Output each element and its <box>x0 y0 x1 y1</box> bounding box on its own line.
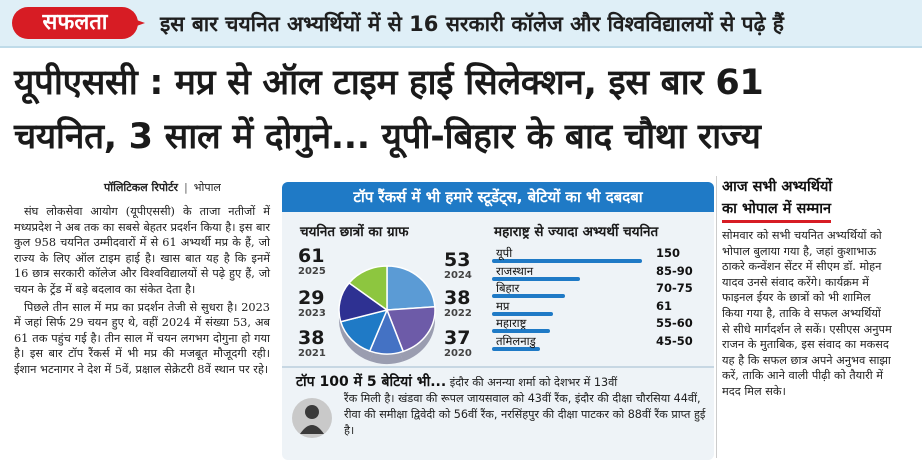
infographic: टॉप रैंकर्स में भी हमारे स्टूडेंट्स, बेट… <box>282 182 714 460</box>
stat-year: 2025 <box>298 266 326 277</box>
daughters-lead: टॉप 100 में 5 बेटियां भी... <box>296 374 447 390</box>
badge-arrow-icon <box>131 18 145 28</box>
state-name: राजस्थान <box>496 263 534 278</box>
state-bar <box>492 346 540 351</box>
byline-separator: | <box>183 181 188 194</box>
reporter: पॉलिटिकल रिपोर्टर <box>104 181 179 194</box>
pie-slice-2025 <box>386 265 436 311</box>
state-bar <box>492 329 550 334</box>
state-name: महाराष्ट्र <box>496 316 527 331</box>
dateline-city: भोपाल <box>193 181 221 194</box>
selection-pie-chart <box>338 265 436 364</box>
state-value: 70-75 <box>656 281 693 296</box>
stat-year: 2020 <box>444 348 472 359</box>
stat-2020: 37 2020 <box>444 328 472 360</box>
stat-2025: 61 2025 <box>298 246 326 278</box>
state-bar <box>492 294 565 299</box>
daughters-text: टॉप 100 में 5 बेटियां भी... इंदौर की अनन… <box>296 374 706 439</box>
headline-line-1: यूपीएससी : मप्र से ऑल टाइम हाई सिलेक्शन,… <box>14 63 764 103</box>
stat-value: 61 <box>298 245 325 267</box>
pie-slice-2020 <box>348 265 388 312</box>
state-bar <box>492 276 580 281</box>
right-headline-line-2: का भोपाल में सम्मान <box>722 198 832 223</box>
stat-year: 2022 <box>444 308 472 319</box>
stat-value: 29 <box>298 287 325 309</box>
woman-icon <box>292 398 332 438</box>
right-headline-line-1: आज सभी अभ्यर्थियों <box>722 179 833 195</box>
infographic-header: टॉप रैंकर्स में भी हमारे स्टूडेंट्स, बेट… <box>282 182 714 212</box>
stat-year: 2024 <box>444 270 472 281</box>
byline: पॉलिटिकल रिपोर्टर | भोपाल <box>104 180 221 195</box>
right-headline: आज सभी अभ्यर्थियों का भोपाल में सम्मान <box>722 176 902 223</box>
stat-2024: 53 2024 <box>444 250 472 282</box>
graph-title: चयनित छात्रों का ग्राफ <box>300 224 409 240</box>
state-value: 85-90 <box>656 263 693 278</box>
headline: यूपीएससी : मप्र से ऑल टाइम हाई सिलेक्शन,… <box>14 56 914 164</box>
right-article-text: सोमवार को सभी चयनित अभ्यर्थियों को भोपाल… <box>722 229 892 398</box>
stat-year: 2023 <box>298 308 326 319</box>
stat-value: 38 <box>444 287 471 309</box>
stat-value: 38 <box>298 327 325 349</box>
state-row: मप्र 61 <box>492 299 708 317</box>
state-value: 55-60 <box>656 316 693 331</box>
strip-text: इस बार चयनित अभ्यर्थियों में से 16 सरकार… <box>160 12 784 36</box>
state-row: यूपी 150 <box>492 246 708 264</box>
states-chart-title: महाराष्ट्र से ज्यादा अभ्यर्थी चयनित <box>494 224 659 240</box>
state-row: तमिलनाडु 45-50 <box>492 334 708 352</box>
state-name: यूपी <box>496 246 513 260</box>
state-value: 61 <box>656 298 673 313</box>
top-strip: सफलता इस बार चयनित अभ्यर्थियों में से 16… <box>0 0 922 48</box>
state-value: 150 <box>656 246 681 260</box>
stat-value: 53 <box>444 249 471 271</box>
stat-2023: 29 2023 <box>298 288 326 320</box>
daughters-first-line: इंदौर की अनन्या शर्मा को देशभर में 13वीं <box>449 376 618 389</box>
stat-value: 37 <box>444 327 471 349</box>
state-name: तमिलनाडु <box>496 333 536 348</box>
stat-year: 2021 <box>298 348 326 359</box>
headline-line-2: चयनित, 3 साल में दोगुने... यूपी-बिहार के… <box>14 117 761 157</box>
state-name: बिहार <box>496 281 520 296</box>
daughters-box: टॉप 100 में 5 बेटियां भी... इंदौर की अनन… <box>282 366 714 460</box>
section-badge: सफलता <box>12 7 138 39</box>
state-row: महाराष्ट्र 55-60 <box>492 316 708 334</box>
daughters-rest: रैंक मिली है। खंडवा की रूपल जायसवाल को 4… <box>344 392 706 437</box>
state-name: मप्र <box>496 298 510 313</box>
column-divider <box>716 176 717 458</box>
left-article-column: संघ लोकसेवा आयोग (यूपीएससी) के ताजा नतीज… <box>14 204 270 380</box>
state-row: बिहार 70-75 <box>492 281 708 299</box>
states-bar-chart: यूपी 150 राजस्थान 85-90 बिहार 70-75 मप्र 61 महार… <box>492 246 708 352</box>
stat-2022: 38 2022 <box>444 288 472 320</box>
state-value: 45-50 <box>656 333 693 348</box>
left-paragraph-1: संघ लोकसेवा आयोग (यूपीएससी) के ताजा नतीज… <box>14 205 270 296</box>
left-paragraph-2: पिछले तीन साल में मप्र का प्रदर्शन तेजी … <box>14 300 270 376</box>
state-bar <box>492 259 642 263</box>
state-bar <box>492 311 553 316</box>
stat-2021: 38 2021 <box>298 328 326 360</box>
state-row: राजस्थान 85-90 <box>492 264 708 282</box>
